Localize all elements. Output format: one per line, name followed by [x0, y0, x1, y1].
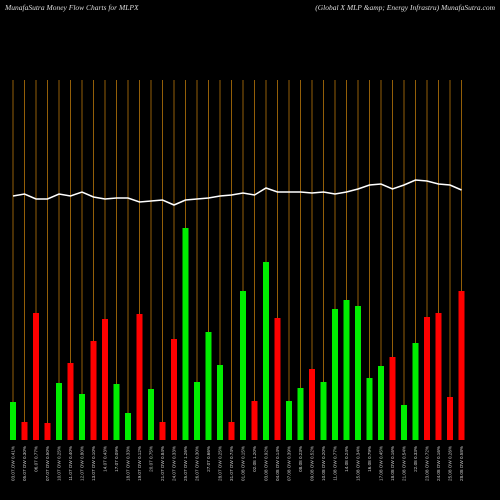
bar: [412, 343, 419, 440]
x-tick-label: 11.07 OW 0.40%: [68, 446, 73, 481]
bar: [10, 402, 16, 440]
bar: [251, 401, 258, 440]
x-tick-label: 13.07 OW 0.10%: [91, 446, 96, 481]
x-tick-label: 14.08 0.24%: [344, 446, 349, 472]
x-tick-label: 10.07 OW 0.25%: [57, 446, 62, 481]
x-tick-label: 05.07 OW 0.30%: [22, 446, 27, 481]
x-tick-label: 02.08 1.20%: [252, 446, 257, 472]
bar: [217, 365, 223, 440]
x-tick-label: 12.07 OW 0.80%: [80, 446, 85, 481]
x-tick-label: 09.08 OW 0.52%: [310, 446, 315, 481]
bar: [21, 422, 28, 440]
x-tick-label: 24.07 OW 0.33%: [172, 446, 177, 481]
x-tick-label: 20.07 0.75%: [149, 446, 154, 472]
bar: [125, 413, 131, 440]
x-tick-label: 31.07 OW 0.74%: [229, 446, 234, 481]
bar: [194, 382, 200, 440]
x-tick-label: 18.07 OW 0.33%: [126, 446, 131, 481]
x-tick-label: 06.07 0.77%: [34, 446, 39, 472]
x-tick-label: 11.08 OW 0.77%: [333, 446, 338, 481]
bar: [113, 384, 120, 440]
bar: [240, 291, 246, 440]
x-tick-label: 28.07 OW 0.25%: [218, 446, 223, 481]
bar: [366, 378, 373, 440]
bar: [79, 394, 85, 440]
bar: [90, 341, 97, 440]
x-tick-label: 21.07 OW 0.84%: [160, 446, 165, 481]
x-tick-label: 03.07.OW 0.41%: [11, 446, 16, 481]
bar: [182, 228, 189, 440]
x-tick-label: 25.08 OW 0.26%: [448, 446, 453, 481]
bar: [136, 314, 143, 440]
x-tick-label: 17.07 0.09%: [114, 446, 119, 472]
x-tick-label: 23.08 OW 0.72%: [425, 446, 430, 481]
x-tick-label: 21.08 OW 0.54%: [402, 446, 407, 481]
x-tick-label: 01.08 OW 0.15%: [241, 446, 246, 481]
bar: [102, 319, 108, 440]
x-tick-label: 19.07 OW 0.12%: [137, 446, 142, 481]
bar: [67, 363, 74, 440]
bar: [401, 405, 407, 440]
x-tick-label: 24.08 OW 0.16%: [436, 446, 441, 481]
x-tick-label: 25.07 OW 1.26%: [183, 446, 188, 481]
x-tick-label: 28.08 OW 0.58%: [459, 446, 464, 481]
chart-subtitle: (Global X MLP &amp; Energy Infrastru) Mu…: [315, 3, 495, 12]
bar: [44, 423, 51, 440]
bar: [343, 300, 350, 440]
bar: [447, 397, 453, 440]
x-tick-label: 04.08 OW 0.14%: [275, 446, 280, 481]
bar: [435, 313, 442, 440]
bar: [159, 422, 166, 440]
x-tick-label: 14.07 0.43%: [103, 446, 108, 472]
x-tick-label: 10.08 OW 0.20%: [321, 446, 326, 481]
bar: [263, 262, 269, 440]
bar: [171, 339, 177, 440]
x-tick-label: 07.08 OW 0.39%: [287, 446, 292, 481]
x-tick-label: 08.08 0.23%: [298, 446, 303, 472]
bar: [33, 313, 39, 440]
bar: [378, 366, 384, 440]
bar: [320, 382, 327, 440]
x-tick-label: 07.07 OW 0.50%: [45, 446, 50, 481]
bar: [458, 291, 465, 440]
x-tick-label: 17.08 OW 0.45%: [379, 446, 384, 481]
bar: [332, 309, 338, 440]
bar: [148, 389, 154, 440]
chart-title: MunafaSutra Money Flow Charts for MLPX: [4, 3, 139, 12]
bar: [274, 318, 281, 440]
x-tick-label: 22.08 0.33%: [413, 446, 418, 472]
bar: [297, 388, 304, 440]
bar: [389, 357, 396, 440]
x-tick-label: 18.08 OW 0.16%: [390, 446, 395, 481]
bar: [205, 332, 212, 440]
bar: [56, 383, 62, 440]
bar: [309, 369, 315, 440]
bar: [424, 317, 430, 440]
bar: [228, 422, 235, 440]
x-tick-label: 15.08 OW 0.34%: [356, 446, 361, 481]
x-tick-label: 26.07 OW 0.30%: [195, 446, 200, 481]
money-flow-line: [12, 179, 462, 206]
bar: [286, 401, 292, 440]
x-tick-label: 03.08 OW 0.92%: [264, 446, 269, 481]
x-tick-label: 27.07 0.66%: [206, 446, 211, 472]
x-tick-label: 16.08 0.79%: [367, 446, 372, 472]
bar: [355, 306, 361, 440]
